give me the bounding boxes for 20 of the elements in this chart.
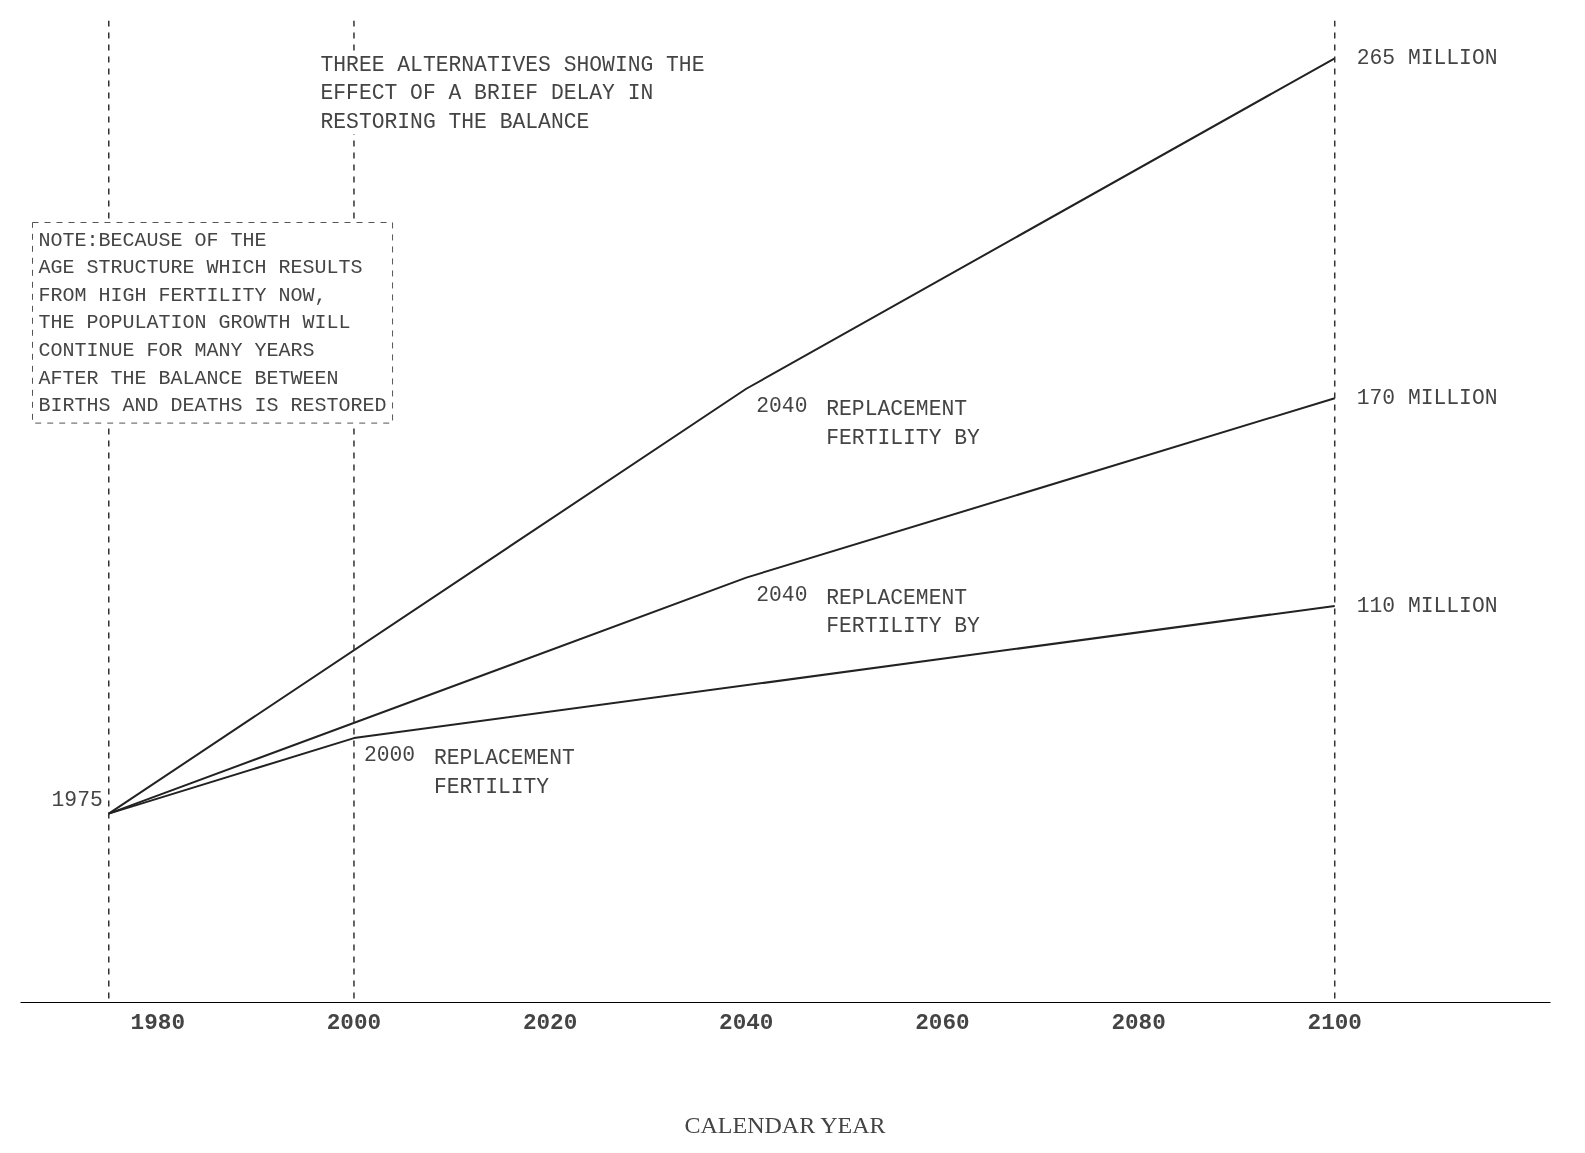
annotation: 110 MILLION	[1356, 593, 1498, 618]
annotation: 2000	[363, 743, 416, 768]
x-axis-title: CALENDAR YEAR	[684, 1111, 886, 1138]
annotation: REPLACEMENT FERTILITY BY	[826, 585, 981, 639]
x-tick-label: 2000	[326, 1009, 382, 1036]
annotation: 2040	[756, 393, 808, 418]
x-tick-label: 2040	[719, 1009, 774, 1036]
annotation: 170 MILLION	[1356, 386, 1498, 411]
annotation: 2040	[756, 582, 808, 607]
annotation: 1975	[51, 787, 103, 812]
x-tick-label: 2100	[1307, 1009, 1362, 1036]
x-tick-label: 2060	[915, 1009, 970, 1036]
annotation: REPLACEMENT FERTILITY	[433, 746, 575, 799]
annotation: 265 MILLION	[1356, 46, 1498, 71]
x-tick-label: 1980	[130, 1009, 186, 1036]
annotation: NOTE:BECAUSE OF THE AGE STRUCTURE WHICH RESULTS FROM HIGH FERTILITY NOW, THE POPULATION GROWTH WILL CONTINUE FOR MANY YEARS AFTER THE BALANCE BETWEEN BIRTHS AND DEATHS IS RESTORED	[38, 228, 387, 418]
x-tick-label: 2020	[522, 1009, 578, 1036]
text: THREE ALTERNATIVES SHOWING THE EFFECT OF A BRIEF DELAY IN RESTORING THE BALANCE	[320, 52, 705, 135]
annotation: REPLACEMENT FERTILITY BY	[826, 396, 981, 450]
x-tick-label: 2080	[1111, 1009, 1166, 1036]
